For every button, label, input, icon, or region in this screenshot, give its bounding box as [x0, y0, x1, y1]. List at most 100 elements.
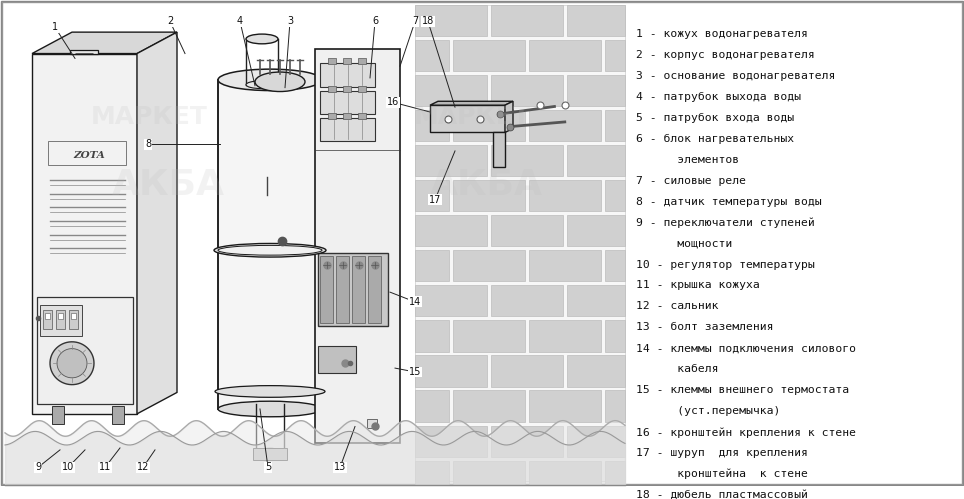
Bar — [320, 63, 375, 87]
Bar — [56, 310, 65, 329]
Bar — [37, 297, 133, 404]
Bar — [605, 110, 625, 141]
Bar — [328, 58, 336, 64]
Bar — [320, 256, 333, 323]
Bar — [529, 320, 601, 351]
Bar — [605, 250, 625, 281]
Text: 5: 5 — [265, 463, 271, 473]
Ellipse shape — [218, 246, 322, 255]
Text: 18: 18 — [422, 16, 434, 26]
Polygon shape — [505, 101, 513, 132]
Bar — [415, 215, 487, 247]
Bar — [453, 180, 525, 211]
Bar — [453, 320, 525, 351]
Text: 9 - переключатели ступеней: 9 - переключатели ступеней — [636, 218, 815, 228]
Bar — [567, 496, 625, 499]
Bar — [491, 355, 563, 387]
Bar — [415, 285, 487, 316]
Bar — [58, 312, 63, 319]
Bar — [112, 406, 124, 424]
Bar — [352, 256, 365, 323]
Bar — [48, 141, 126, 165]
Text: 17: 17 — [429, 195, 442, 205]
Text: 12 - сальник: 12 - сальник — [636, 301, 718, 311]
Bar — [358, 113, 366, 119]
Bar — [415, 355, 487, 387]
Bar — [320, 90, 375, 114]
Bar — [491, 215, 563, 247]
Bar — [315, 49, 400, 443]
Text: 4: 4 — [237, 16, 243, 26]
Text: 9: 9 — [35, 463, 41, 473]
Bar — [453, 461, 525, 492]
Bar — [567, 5, 625, 36]
Text: АКБА: АКБА — [430, 168, 544, 202]
Text: 16: 16 — [387, 97, 399, 107]
Bar — [529, 250, 601, 281]
Text: элементов: элементов — [636, 155, 739, 165]
Text: 3: 3 — [287, 16, 293, 26]
Bar — [529, 110, 601, 141]
Ellipse shape — [255, 72, 305, 91]
Text: 15 - клеммы внешнего термостата: 15 - клеммы внешнего термостата — [636, 385, 849, 395]
Bar — [415, 5, 625, 481]
Bar — [358, 86, 366, 91]
Text: 13: 13 — [334, 463, 346, 473]
Text: 15: 15 — [409, 367, 421, 377]
Bar — [491, 285, 563, 316]
Bar — [491, 75, 563, 106]
Text: 18 - дюбель пластмассовый: 18 - дюбель пластмассовый — [636, 490, 808, 499]
Text: 13 - болт заземления: 13 - болт заземления — [636, 322, 773, 332]
Bar — [368, 256, 381, 323]
Text: 17 - шуруп  для крепления: 17 - шуруп для крепления — [636, 448, 808, 458]
Bar — [567, 215, 625, 247]
Polygon shape — [493, 132, 505, 167]
Bar — [415, 145, 487, 176]
Bar — [567, 426, 625, 457]
Text: 6: 6 — [372, 16, 378, 26]
Bar — [358, 58, 366, 64]
Text: 14 - клеммы подключения силового: 14 - клеммы подключения силового — [636, 343, 856, 353]
Bar — [320, 118, 375, 141]
Bar — [605, 391, 625, 422]
Bar — [605, 40, 625, 71]
Text: 10 - регулятор температуры: 10 - регулятор температуры — [636, 259, 815, 269]
Polygon shape — [137, 32, 177, 414]
Text: 2: 2 — [167, 16, 174, 26]
Text: 11 - крышка кожуха: 11 - крышка кожуха — [636, 280, 760, 290]
Text: 6 - блок нагревательных: 6 - блок нагревательных — [636, 134, 794, 144]
Text: 1: 1 — [52, 22, 58, 32]
Text: АКБА: АКБА — [112, 168, 226, 202]
Bar — [567, 145, 625, 176]
Bar — [415, 426, 487, 457]
Ellipse shape — [214, 244, 326, 257]
Text: 16 - кронштейн крепления к стене: 16 - кронштейн крепления к стене — [636, 427, 856, 438]
Bar — [415, 320, 449, 351]
Bar — [453, 110, 525, 141]
Bar — [415, 40, 449, 71]
Bar — [415, 391, 449, 422]
Polygon shape — [50, 342, 94, 385]
Text: кронштейна  к стене: кронштейна к стене — [636, 469, 808, 480]
Text: МАРКЕТ: МАРКЕТ — [414, 105, 531, 129]
Polygon shape — [430, 105, 505, 132]
Bar — [529, 180, 601, 211]
Bar — [453, 391, 525, 422]
Bar — [491, 145, 563, 176]
Polygon shape — [70, 50, 98, 53]
Polygon shape — [32, 32, 177, 53]
Bar — [328, 113, 336, 119]
Bar — [415, 5, 487, 36]
Polygon shape — [57, 349, 87, 378]
Text: (уст.перемычка): (уст.перемычка) — [636, 406, 781, 416]
Bar — [491, 5, 563, 36]
Bar — [529, 391, 601, 422]
Polygon shape — [430, 101, 513, 105]
Bar — [567, 75, 625, 106]
Bar — [328, 86, 336, 91]
Bar — [367, 419, 377, 429]
Bar — [567, 285, 625, 316]
Bar — [40, 305, 82, 336]
Text: 4 - патрубок выхода воды: 4 - патрубок выхода воды — [636, 92, 801, 102]
Bar — [415, 250, 449, 281]
